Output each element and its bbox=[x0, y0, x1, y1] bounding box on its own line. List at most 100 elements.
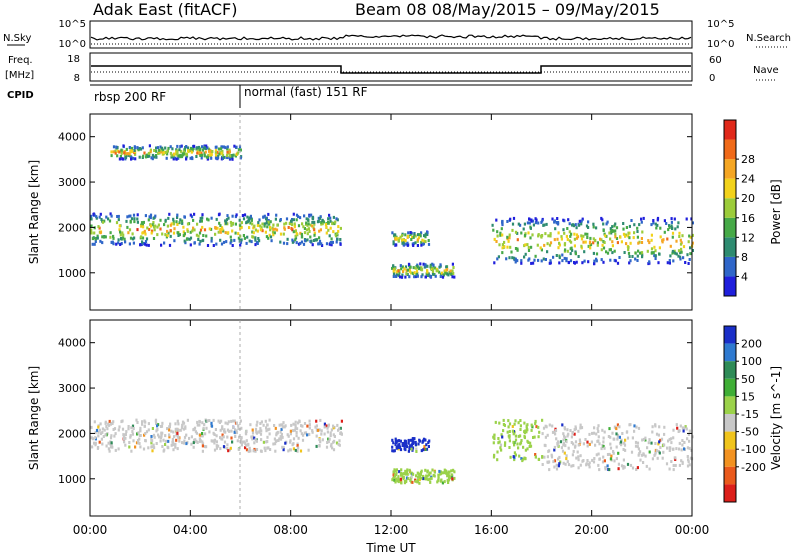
echo-cell bbox=[208, 149, 211, 153]
echo-cell bbox=[219, 447, 222, 451]
echo-cell bbox=[183, 239, 186, 243]
echo-cell bbox=[146, 226, 149, 230]
echo-cell bbox=[102, 435, 105, 438]
echo-cell bbox=[433, 470, 436, 474]
echo-cell bbox=[203, 146, 206, 150]
echo-cell bbox=[166, 152, 169, 156]
echo-cell bbox=[687, 240, 690, 244]
echo-cell bbox=[240, 436, 243, 440]
echo-cell bbox=[282, 421, 285, 425]
echo-cell bbox=[247, 449, 250, 453]
echo-cell bbox=[495, 218, 498, 222]
echo-cell bbox=[330, 442, 333, 446]
echo-cell bbox=[519, 434, 522, 438]
echo-cell bbox=[541, 455, 544, 458]
echo-cell bbox=[586, 459, 589, 462]
echo-cell bbox=[509, 455, 512, 459]
echo-cell bbox=[613, 459, 616, 463]
echo-cell bbox=[635, 425, 638, 429]
echo-cell bbox=[426, 233, 429, 236]
echo-cell bbox=[187, 149, 190, 153]
echo-cell bbox=[168, 435, 171, 439]
echo-cell bbox=[315, 419, 318, 423]
echo-cell bbox=[415, 450, 418, 453]
echo-cell bbox=[158, 435, 161, 439]
echo-cell bbox=[123, 151, 126, 155]
echo-cell bbox=[671, 447, 674, 451]
echo-cell bbox=[93, 441, 96, 445]
echo-cell bbox=[501, 233, 504, 237]
echo-cell bbox=[444, 469, 448, 473]
echo-cell bbox=[580, 244, 583, 248]
echo-cell bbox=[600, 258, 603, 262]
echo-cell bbox=[260, 226, 263, 230]
echo-cell bbox=[412, 266, 415, 270]
echo-cell bbox=[550, 455, 554, 459]
echo-cell bbox=[514, 230, 518, 234]
echo-cell bbox=[630, 219, 633, 222]
echo-cell bbox=[249, 423, 252, 427]
echo-cell bbox=[263, 446, 266, 450]
echo-cell bbox=[394, 480, 397, 484]
echo-cell bbox=[452, 468, 455, 472]
echo-cell bbox=[114, 149, 117, 153]
echo-cell bbox=[189, 236, 193, 240]
echo-cell bbox=[619, 235, 622, 239]
colorbar-swatch bbox=[724, 414, 736, 432]
echo-cell bbox=[306, 223, 309, 227]
echo-cell bbox=[206, 157, 209, 161]
echo-cell bbox=[180, 426, 184, 430]
echo-cell bbox=[636, 254, 639, 258]
echo-cell bbox=[524, 252, 527, 256]
echo-cell bbox=[611, 230, 614, 233]
echo-cell bbox=[451, 275, 454, 279]
echo-cell bbox=[299, 216, 302, 220]
echo-cell bbox=[128, 445, 131, 449]
echo-cell bbox=[303, 422, 307, 425]
echo-cell bbox=[241, 440, 244, 444]
echo-cell bbox=[230, 419, 233, 423]
echo-cell bbox=[280, 423, 283, 427]
echo-cell bbox=[339, 238, 342, 241]
echo-cell bbox=[627, 245, 630, 249]
echo-cell bbox=[403, 267, 406, 271]
echo-cell bbox=[227, 449, 230, 453]
echo-cell bbox=[404, 480, 408, 483]
echo-cell bbox=[104, 421, 107, 425]
nave-label: Nave bbox=[753, 65, 779, 76]
echo-cell bbox=[672, 259, 675, 263]
echo-cell bbox=[681, 462, 684, 465]
echo-cell bbox=[308, 230, 311, 233]
echo-cell bbox=[586, 232, 589, 236]
echo-cell bbox=[335, 217, 338, 221]
echo-cell bbox=[238, 435, 241, 439]
echo-cell bbox=[279, 232, 283, 236]
echo-cell bbox=[311, 430, 314, 434]
echo-cell bbox=[233, 144, 236, 148]
echo-cell bbox=[127, 152, 130, 156]
echo-cell bbox=[650, 223, 653, 227]
echo-cell bbox=[602, 455, 605, 459]
echo-cell bbox=[245, 221, 248, 225]
echo-cell bbox=[424, 264, 427, 268]
echo-cell bbox=[318, 428, 321, 432]
echo-cell bbox=[308, 426, 311, 430]
echo-cell bbox=[620, 438, 623, 442]
echo-cell bbox=[523, 456, 526, 460]
echo-cell bbox=[586, 236, 589, 239]
echo-cell bbox=[254, 427, 258, 431]
echo-cell bbox=[329, 444, 333, 448]
echo-cell bbox=[577, 255, 580, 258]
echo-cell bbox=[282, 446, 285, 450]
power-panel-frame bbox=[89, 113, 693, 311]
echo-cell bbox=[406, 468, 409, 472]
echo-cell bbox=[514, 247, 518, 250]
echo-cell bbox=[113, 434, 116, 438]
echo-cell bbox=[599, 237, 602, 241]
echo-cell bbox=[311, 243, 314, 247]
echo-cell bbox=[138, 434, 141, 437]
echo-cell bbox=[287, 226, 290, 229]
echo-cell bbox=[577, 455, 580, 459]
echo-cell bbox=[400, 473, 403, 477]
echo-cell bbox=[144, 214, 147, 218]
